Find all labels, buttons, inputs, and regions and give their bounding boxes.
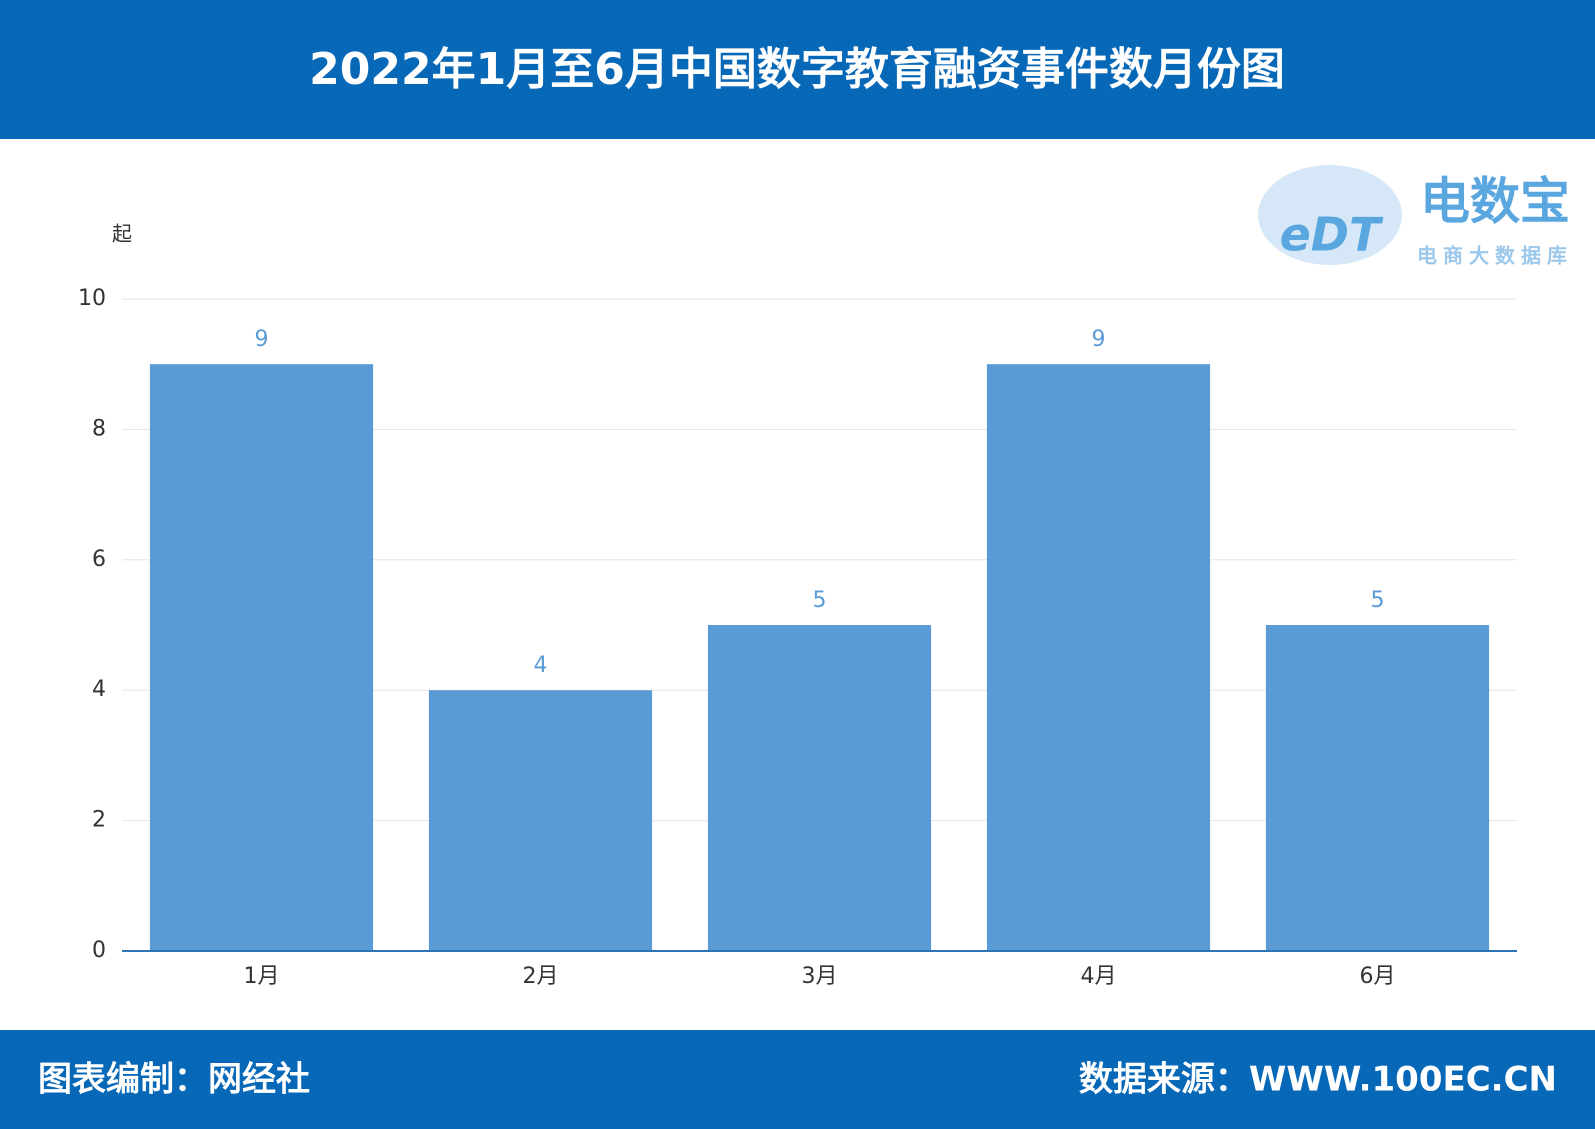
logo-name: 电数宝 [1420, 173, 1570, 231]
value-label: 5 [1371, 588, 1385, 613]
x-tick-label: 6月 [1360, 964, 1396, 989]
value-label: 4 [534, 653, 548, 678]
y-tick-label: 10 [78, 286, 106, 311]
footer-source: 数据来源：WWW.100EC.CN [1079, 1060, 1557, 1100]
y-tick-label: 2 [92, 808, 106, 833]
y-axis-label: 起 [112, 222, 132, 246]
header-band [0, 0, 1595, 139]
value-label: 9 [1092, 327, 1106, 352]
value-label: 5 [813, 588, 827, 613]
bar [1265, 625, 1490, 951]
x-tick-label: 3月 [802, 964, 838, 989]
bar [428, 690, 653, 951]
logo-mark: eDT [1280, 208, 1384, 262]
y-tick-label: 6 [92, 547, 106, 572]
logo: eDT 电数宝 电商大数据库 [1258, 165, 1573, 268]
y-tick-label: 4 [92, 677, 106, 702]
x-tick-label: 4月 [1081, 964, 1117, 989]
y-tick-label: 0 [92, 938, 106, 963]
logo-subtitle: 电商大数据库 [1417, 244, 1573, 268]
bar [149, 364, 374, 951]
bar [707, 625, 932, 951]
value-label: 9 [255, 327, 269, 352]
bar [986, 364, 1211, 951]
footer-band [0, 1030, 1595, 1129]
x-tick-label: 2月 [523, 964, 559, 989]
y-tick-label: 8 [92, 416, 106, 441]
logo-cloud [1258, 165, 1402, 265]
footer-credit: 图表编制：网经社 [38, 1060, 310, 1100]
x-tick-label: 1月 [244, 964, 280, 989]
chart-title: 2022年1月至6月中国数字教育融资事件数月份图 [309, 44, 1285, 95]
